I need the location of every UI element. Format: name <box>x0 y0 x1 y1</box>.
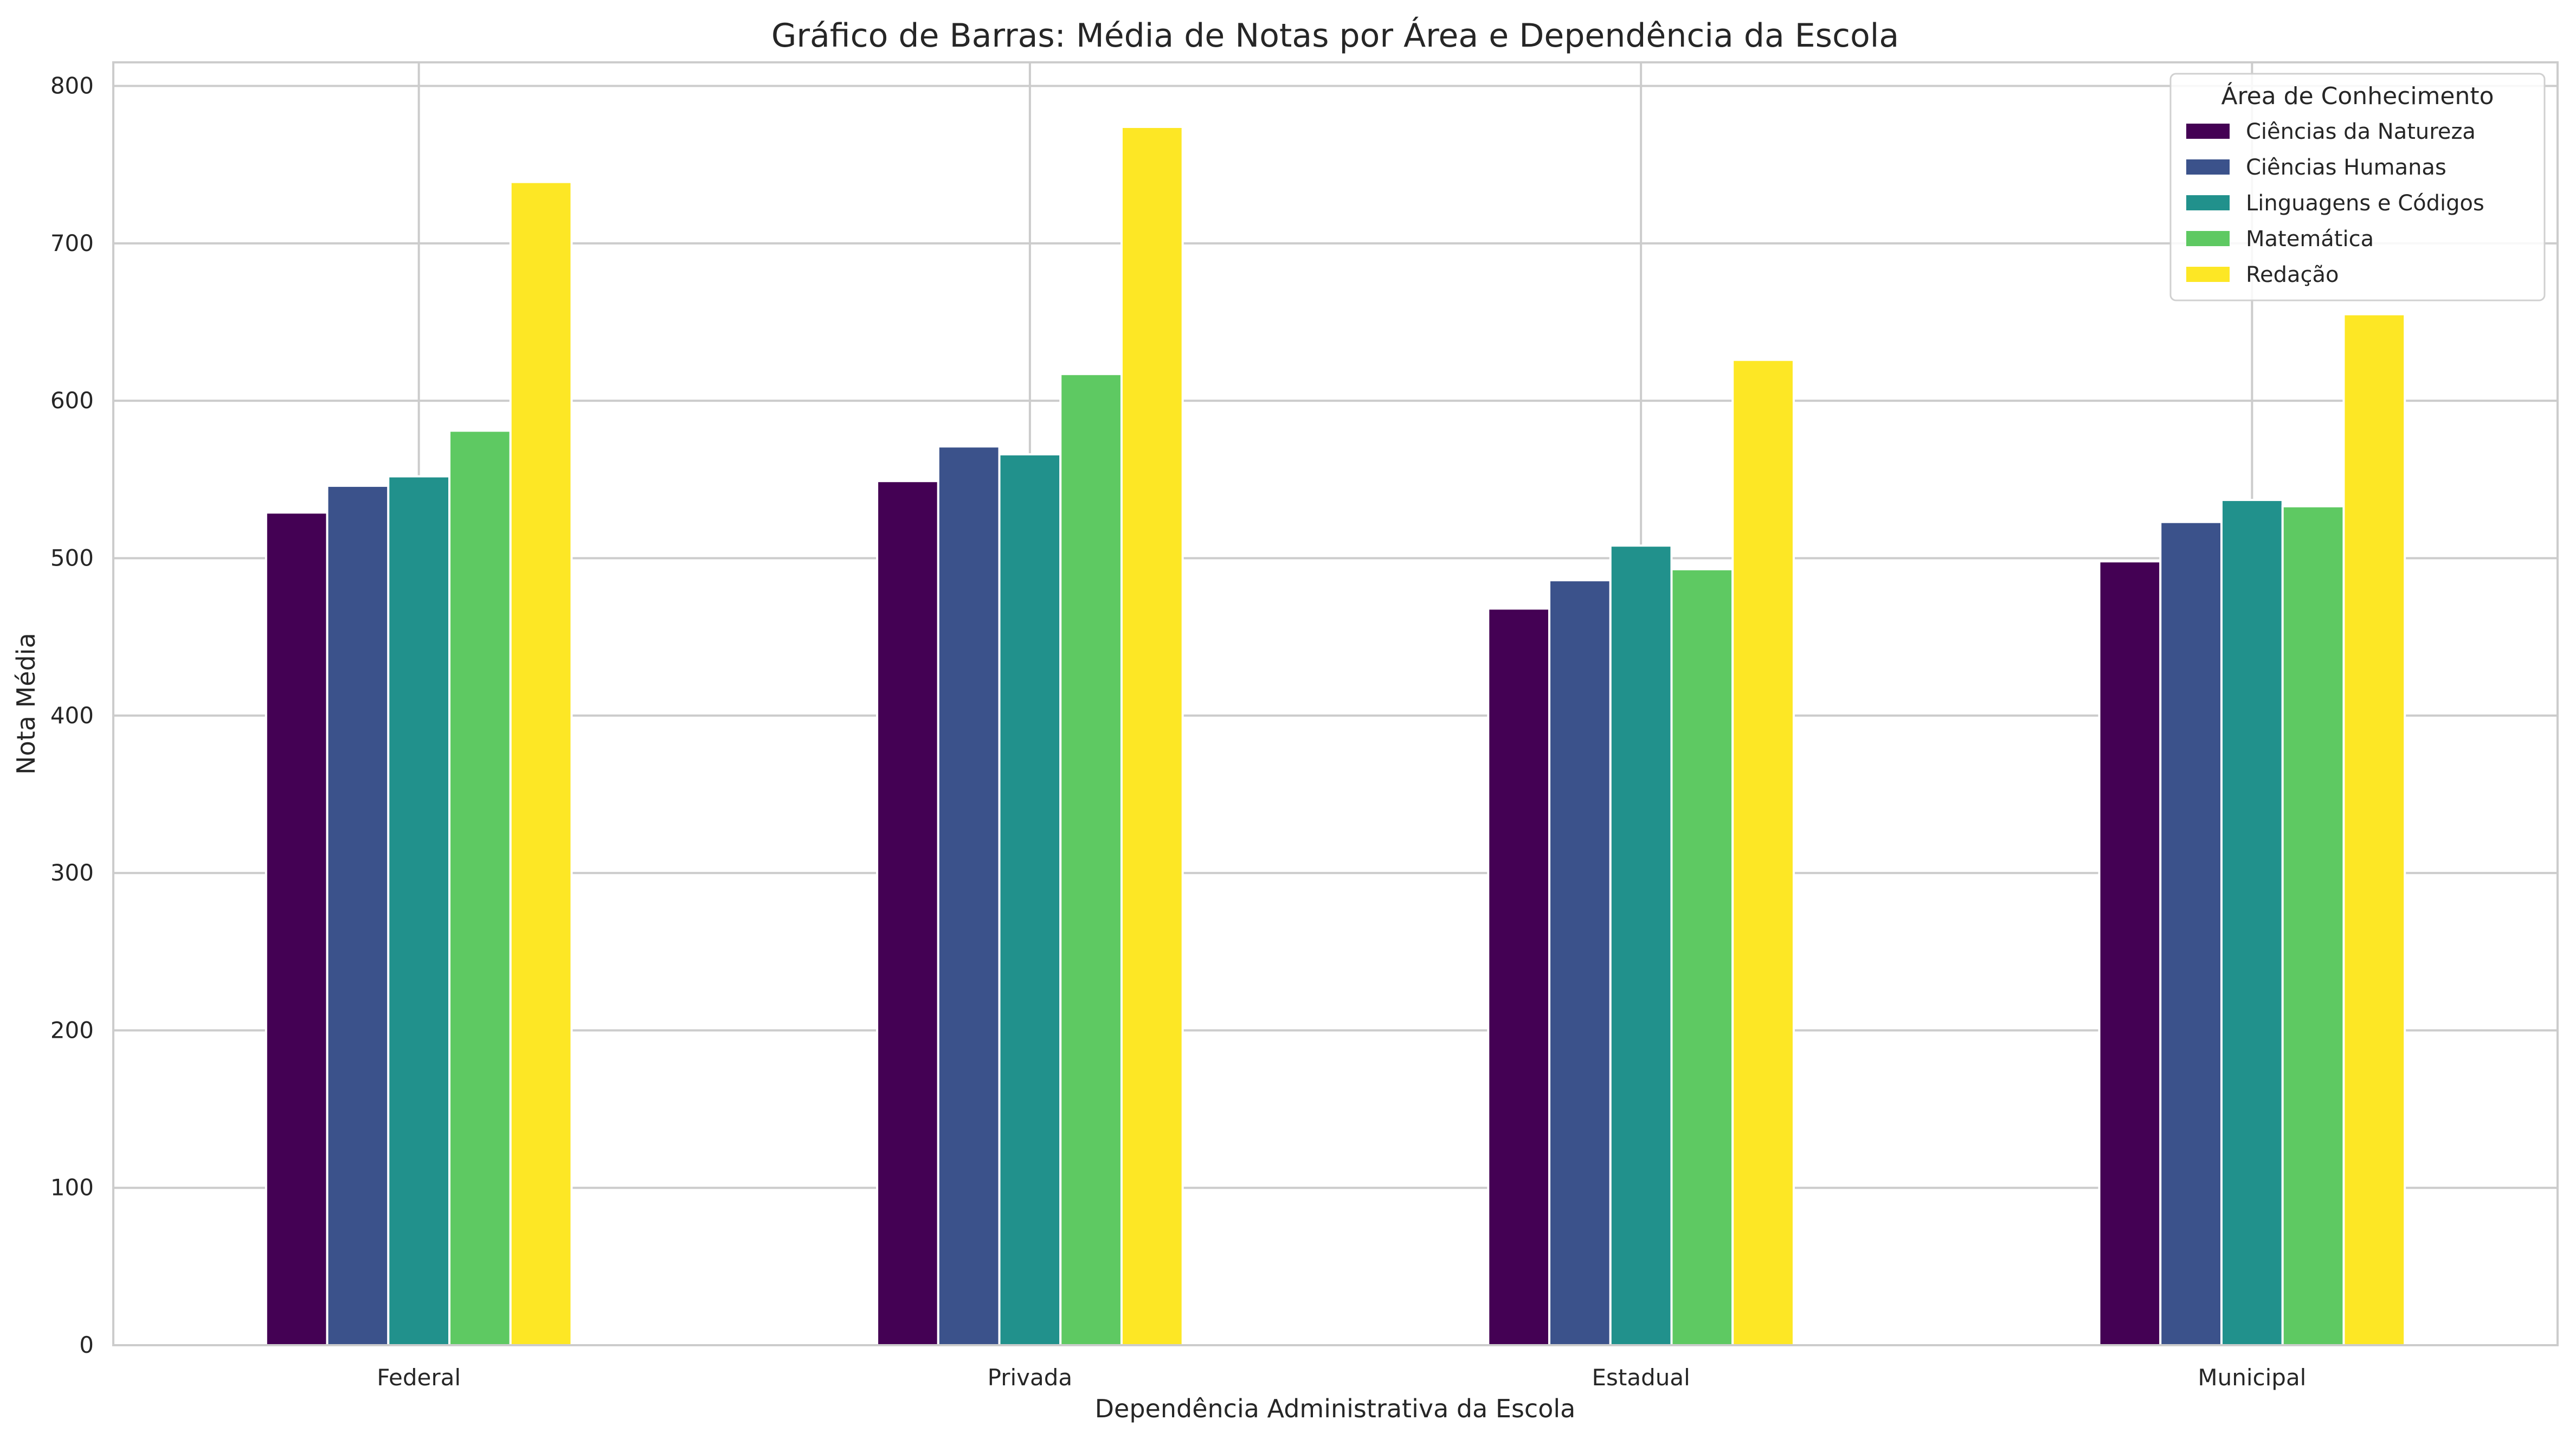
bar <box>509 181 573 1347</box>
y-axis-ticks: 0 100 200 300 400 500 600 700 800 <box>50 73 94 1358</box>
bar <box>1487 607 1551 1346</box>
y-tick-label: 700 <box>50 230 94 256</box>
legend-swatch <box>2186 159 2230 175</box>
legend-swatch <box>2186 195 2230 210</box>
y-tick-label: 200 <box>50 1017 94 1043</box>
legend-label: Linguagens e Códigos <box>2246 191 2484 216</box>
legend-label: Redação <box>2246 262 2339 287</box>
plot-frame <box>112 61 2559 1346</box>
bar <box>1670 568 1734 1346</box>
x-tick-label: Privada <box>988 1364 1073 1391</box>
bar <box>2281 505 2345 1346</box>
bar <box>387 475 450 1347</box>
legend-box <box>2169 73 2546 301</box>
y-tick-label: 600 <box>50 387 94 414</box>
chart-title: Gráfico de Barras: Média de Notas por Ár… <box>771 16 1899 55</box>
x-axis-ticks: Federal Privada Estadual Municipal <box>377 1364 2306 1391</box>
y-tick-label: 800 <box>50 73 94 99</box>
bar <box>937 445 1001 1346</box>
bar <box>2342 313 2406 1346</box>
x-tick-label: Municipal <box>2198 1364 2306 1391</box>
bar <box>1731 358 1795 1346</box>
x-tick-label: Estadual <box>1592 1364 1690 1391</box>
bar <box>1548 579 1612 1346</box>
legend-swatch <box>2186 267 2230 282</box>
legend-title: Área de Conhecimento <box>2221 81 2494 110</box>
legend: Área de Conhecimento Ciências da Naturez… <box>2169 73 2546 301</box>
bar <box>998 453 1062 1347</box>
legend-label: Ciências da Natureza <box>2246 119 2476 144</box>
bar <box>1609 544 1673 1346</box>
y-axis-label: Nota Média <box>11 633 41 775</box>
y-tick-label: 100 <box>50 1174 94 1201</box>
y-tick-label: 500 <box>50 544 94 571</box>
bar <box>2220 499 2284 1346</box>
bar <box>448 429 512 1347</box>
bar <box>1120 126 1184 1346</box>
legend-label: Matemática <box>2246 227 2374 252</box>
bar <box>1059 372 1123 1346</box>
legend-items: Ciências da Natureza Ciências Humanas Ling… <box>2186 119 2484 287</box>
y-tick-label: 0 <box>79 1332 94 1358</box>
bar <box>265 511 329 1346</box>
x-axis-label: Dependência Administrativa da Escola <box>1095 1394 1576 1423</box>
y-tick-label: 300 <box>50 859 94 886</box>
bar <box>2159 521 2223 1346</box>
legend-label: Ciências Humanas <box>2246 155 2446 180</box>
bars <box>265 126 2406 1347</box>
bar <box>326 484 390 1346</box>
legend-swatch <box>2186 231 2230 246</box>
legend-swatch <box>2186 124 2230 139</box>
bar <box>2098 560 2162 1346</box>
x-tick-label: Federal <box>377 1364 461 1391</box>
bar <box>876 480 939 1346</box>
y-tick-label: 400 <box>50 702 94 729</box>
